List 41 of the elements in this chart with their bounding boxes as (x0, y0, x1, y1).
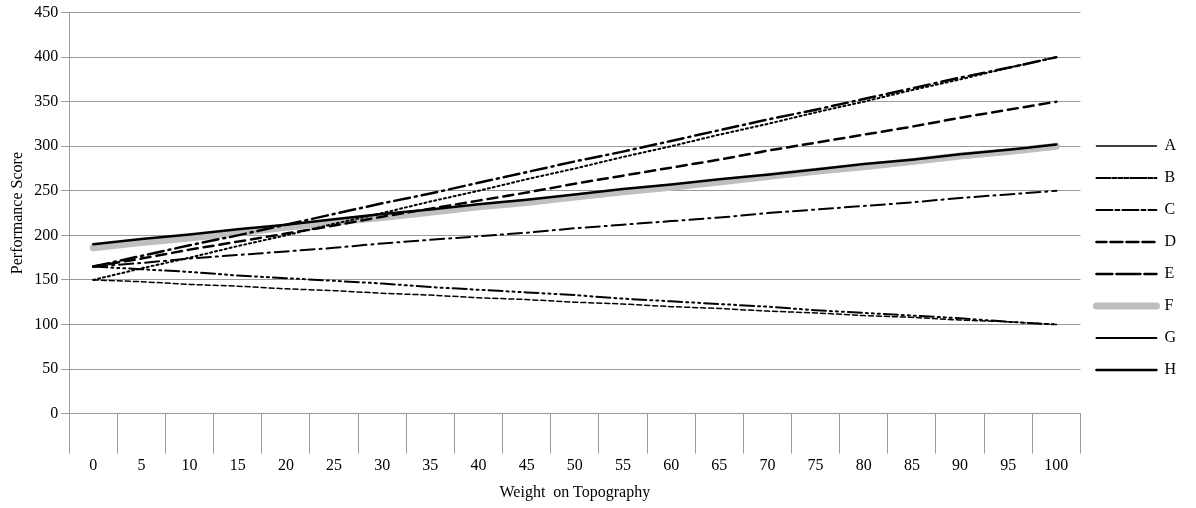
x-tick-label: 15 (229, 456, 246, 474)
x-tick-label: 40 (470, 456, 487, 474)
y-tick-label: 0 (50, 403, 59, 421)
x-tick-label: 5 (137, 456, 146, 474)
y-tick-label: 450 (34, 2, 59, 20)
x-tick-label: 45 (518, 456, 535, 474)
x-tick-label: 35 (422, 456, 439, 474)
y-tick-label: 150 (34, 270, 59, 288)
x-tick-label: 25 (326, 456, 343, 474)
legend-label: C (1164, 200, 1176, 218)
x-tick-label: 55 (614, 456, 631, 474)
x-tick-label: 60 (663, 456, 680, 474)
y-tick-label: 300 (34, 136, 59, 154)
x-tick-label: 10 (181, 456, 198, 474)
y-tick-label: 200 (34, 225, 59, 243)
y-tick-label: 250 (34, 181, 59, 199)
legend-label: B (1164, 168, 1176, 186)
legend-label: A (1164, 136, 1177, 154)
x-tick-label: 20 (277, 456, 294, 474)
x-tick-label: 30 (374, 456, 391, 474)
x-tick-label: 100 (1044, 456, 1069, 474)
legend-label: F (1164, 296, 1174, 314)
y-axis-title: Performance Score (7, 152, 25, 275)
x-axis-title: Weight on Topography (499, 482, 651, 501)
x-tick-label: 0 (89, 456, 98, 474)
legend-label: E (1164, 264, 1175, 282)
x-tick-label: 70 (759, 456, 776, 474)
x-tick-label: 80 (855, 456, 872, 474)
legend-label: G (1164, 328, 1177, 346)
y-tick-label: 400 (34, 47, 59, 65)
x-tick-label: 50 (566, 456, 583, 474)
legend-label: D (1164, 232, 1177, 250)
x-tick-label: 75 (807, 456, 824, 474)
x-tick-label: 95 (1000, 456, 1017, 474)
y-tick-label: 350 (34, 91, 59, 109)
y-tick-label: 50 (42, 359, 59, 377)
x-tick-label: 65 (711, 456, 728, 474)
legend-label: H (1164, 360, 1177, 378)
y-tick-label: 100 (34, 314, 59, 332)
x-tick-label: 90 (952, 456, 969, 474)
x-tick-label: 85 (903, 456, 920, 474)
